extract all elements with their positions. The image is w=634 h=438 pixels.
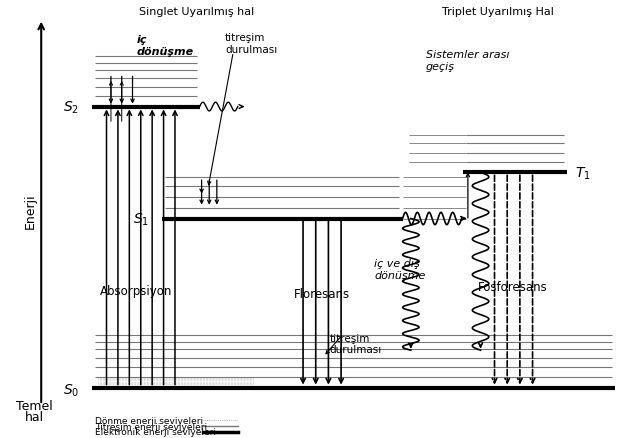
Text: hal: hal xyxy=(25,410,44,424)
Text: Temel: Temel xyxy=(16,399,53,413)
Text: $T_1$: $T_1$ xyxy=(575,165,591,181)
Text: Enerji: Enerji xyxy=(24,192,37,228)
Text: Singlet Uyarılmış hal: Singlet Uyarılmış hal xyxy=(139,7,254,17)
Text: titreşim
durulması: titreşim durulması xyxy=(330,333,382,354)
Text: Triplet Uyarılmış Hal: Triplet Uyarılmış Hal xyxy=(442,7,553,17)
Text: titreşim
durulması: titreşim durulması xyxy=(225,33,277,54)
Text: Titreşim enerji seviyeleri: Titreşim enerji seviyeleri xyxy=(95,422,207,431)
Text: Dönme enerji seviyeleri: Dönme enerji seviyeleri xyxy=(95,416,204,425)
Text: Sistemler arası
geçiş: Sistemler arası geçiş xyxy=(426,50,510,72)
Text: Floresans: Floresans xyxy=(294,287,350,300)
Text: $S_1$: $S_1$ xyxy=(133,211,149,227)
Text: iç ve dış
dönüşme: iç ve dış dönüşme xyxy=(374,258,425,280)
Text: Fosforesans: Fosforesans xyxy=(477,280,547,293)
Text: $S_0$: $S_0$ xyxy=(63,381,79,398)
Text: Elektronik enerji seviyeleri: Elektronik enerji seviyeleri xyxy=(95,427,216,436)
Text: $S_2$: $S_2$ xyxy=(63,99,79,116)
Text: iç
dönüşme: iç dönüşme xyxy=(136,35,193,57)
Text: Absorpsiyon: Absorpsiyon xyxy=(100,285,172,298)
